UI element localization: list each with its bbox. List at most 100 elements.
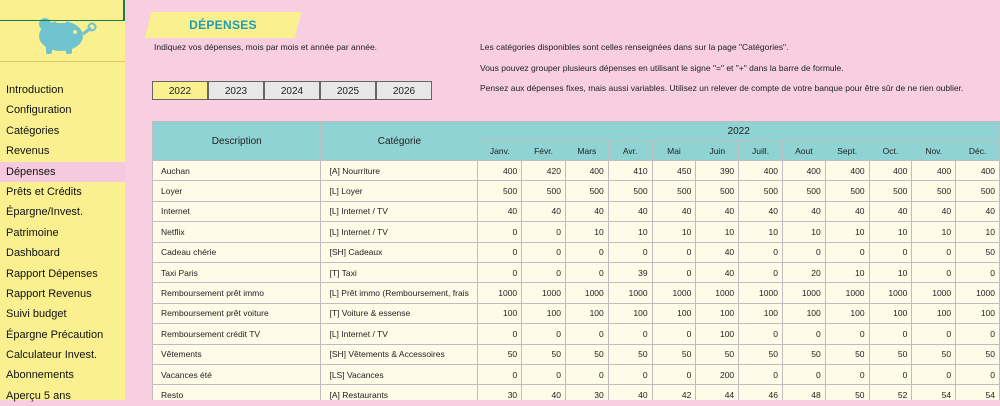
- amount-cell[interactable]: 40: [564, 200, 609, 223]
- category-cell[interactable]: [L] Prêt immo (Remboursement, frais: [320, 282, 479, 304]
- category-cell[interactable]: [T] Voiture & essense: [320, 302, 479, 325]
- amount-cell[interactable]: 200: [695, 363, 740, 386]
- amount-cell[interactable]: 100: [564, 302, 609, 325]
- amount-cell[interactable]: 40: [738, 200, 783, 223]
- amount-cell[interactable]: 10: [955, 221, 1000, 243]
- amount-cell[interactable]: 500: [738, 180, 783, 202]
- amount-cell[interactable]: 100: [738, 302, 783, 325]
- amount-cell[interactable]: 1000: [824, 282, 870, 304]
- amount-cell[interactable]: 50: [651, 343, 697, 365]
- amount-cell[interactable]: 100: [521, 302, 566, 325]
- amount-cell[interactable]: 40: [695, 261, 740, 284]
- amount-cell[interactable]: 30: [477, 384, 523, 400]
- amount-cell[interactable]: 10: [564, 221, 609, 243]
- amount-cell[interactable]: 10: [824, 221, 870, 243]
- amount-cell[interactable]: 40: [911, 200, 957, 223]
- amount-cell[interactable]: 100: [477, 302, 523, 325]
- sidebar-item[interactable]: Suivi budget: [6, 308, 67, 321]
- amount-cell[interactable]: 0: [477, 241, 523, 263]
- category-cell[interactable]: [SH] Cadeaux: [320, 241, 479, 263]
- amount-cell[interactable]: 40: [868, 200, 913, 223]
- amount-cell[interactable]: 40: [781, 200, 826, 223]
- amount-cell[interactable]: 1000: [607, 282, 653, 304]
- amount-cell[interactable]: 100: [955, 302, 1000, 325]
- amount-cell[interactable]: 50: [824, 343, 870, 365]
- amount-cell[interactable]: 0: [651, 241, 697, 263]
- description-cell[interactable]: Vacances été: [152, 363, 322, 386]
- amount-cell[interactable]: 500: [564, 180, 609, 202]
- amount-cell[interactable]: 10: [911, 221, 957, 243]
- amount-cell[interactable]: 100: [607, 302, 653, 325]
- description-cell[interactable]: Auchan: [152, 159, 322, 182]
- amount-cell[interactable]: 0: [477, 221, 523, 243]
- amount-cell[interactable]: 0: [477, 363, 523, 386]
- amount-cell[interactable]: 54: [955, 384, 1000, 400]
- category-cell[interactable]: [L] Internet / TV: [320, 221, 479, 243]
- amount-cell[interactable]: 40: [607, 384, 653, 400]
- amount-cell[interactable]: 52: [868, 384, 913, 400]
- amount-cell[interactable]: 0: [607, 241, 653, 263]
- amount-cell[interactable]: 100: [824, 302, 870, 325]
- amount-cell[interactable]: 0: [607, 363, 653, 386]
- amount-cell[interactable]: 400: [781, 159, 826, 182]
- amount-cell[interactable]: 400: [868, 159, 913, 182]
- amount-cell[interactable]: 40: [477, 200, 523, 223]
- amount-cell[interactable]: 10: [868, 221, 913, 243]
- amount-cell[interactable]: 40: [824, 200, 870, 223]
- amount-cell[interactable]: 0: [868, 323, 913, 345]
- amount-cell[interactable]: 100: [911, 302, 957, 325]
- amount-cell[interactable]: 0: [651, 363, 697, 386]
- amount-cell[interactable]: 10: [607, 221, 653, 243]
- amount-cell[interactable]: 0: [781, 363, 826, 386]
- amount-cell[interactable]: 0: [521, 261, 566, 284]
- amount-cell[interactable]: 40: [651, 200, 697, 223]
- amount-cell[interactable]: 400: [955, 159, 1000, 182]
- amount-cell[interactable]: 0: [477, 261, 523, 284]
- amount-cell[interactable]: 0: [564, 241, 609, 263]
- amount-cell[interactable]: 100: [868, 302, 913, 325]
- amount-cell[interactable]: 50: [781, 343, 826, 365]
- sidebar-item[interactable]: Épargne/Invest.: [6, 206, 84, 219]
- amount-cell[interactable]: 0: [477, 323, 523, 345]
- category-cell[interactable]: [SH] Vêtements & Accessoires: [320, 343, 479, 365]
- amount-cell[interactable]: 1000: [911, 282, 957, 304]
- year-tab[interactable]: 2023: [208, 81, 264, 100]
- amount-cell[interactable]: 450: [651, 159, 697, 182]
- amount-cell[interactable]: 50: [955, 343, 1000, 365]
- category-cell[interactable]: [T] Taxi: [320, 261, 479, 284]
- amount-cell[interactable]: 500: [607, 180, 653, 202]
- amount-cell[interactable]: 1000: [738, 282, 783, 304]
- amount-cell[interactable]: 400: [477, 159, 523, 182]
- amount-cell[interactable]: 1000: [695, 282, 740, 304]
- amount-cell[interactable]: 400: [824, 159, 870, 182]
- description-cell[interactable]: Internet: [152, 200, 322, 223]
- amount-cell[interactable]: 50: [868, 343, 913, 365]
- year-tab[interactable]: 2022: [152, 81, 208, 100]
- amount-cell[interactable]: 0: [521, 323, 566, 345]
- amount-cell[interactable]: 0: [868, 241, 913, 263]
- amount-cell[interactable]: 0: [564, 363, 609, 386]
- amount-cell[interactable]: 50: [738, 343, 783, 365]
- amount-cell[interactable]: 20: [781, 261, 826, 284]
- amount-cell[interactable]: 39: [607, 261, 653, 284]
- amount-cell[interactable]: 0: [521, 221, 566, 243]
- sidebar-item[interactable]: Catégories: [6, 124, 60, 137]
- amount-cell[interactable]: 1000: [868, 282, 913, 304]
- amount-cell[interactable]: 420: [521, 159, 566, 182]
- amount-cell[interactable]: 10: [695, 221, 740, 243]
- amount-cell[interactable]: 0: [911, 363, 957, 386]
- amount-cell[interactable]: 0: [955, 261, 1000, 284]
- year-tab[interactable]: 2025: [320, 81, 376, 100]
- category-cell[interactable]: [L] Loyer: [320, 180, 479, 202]
- amount-cell[interactable]: 50: [521, 343, 566, 365]
- amount-cell[interactable]: 100: [695, 302, 740, 325]
- amount-cell[interactable]: 50: [695, 343, 740, 365]
- amount-cell[interactable]: 10: [868, 261, 913, 284]
- amount-cell[interactable]: 1000: [651, 282, 697, 304]
- amount-cell[interactable]: 0: [824, 363, 870, 386]
- amount-cell[interactable]: 0: [521, 241, 566, 263]
- amount-cell[interactable]: 48: [781, 384, 826, 400]
- amount-cell[interactable]: 0: [911, 323, 957, 345]
- description-cell[interactable]: Cadeau chérie: [152, 241, 322, 263]
- amount-cell[interactable]: 390: [695, 159, 740, 182]
